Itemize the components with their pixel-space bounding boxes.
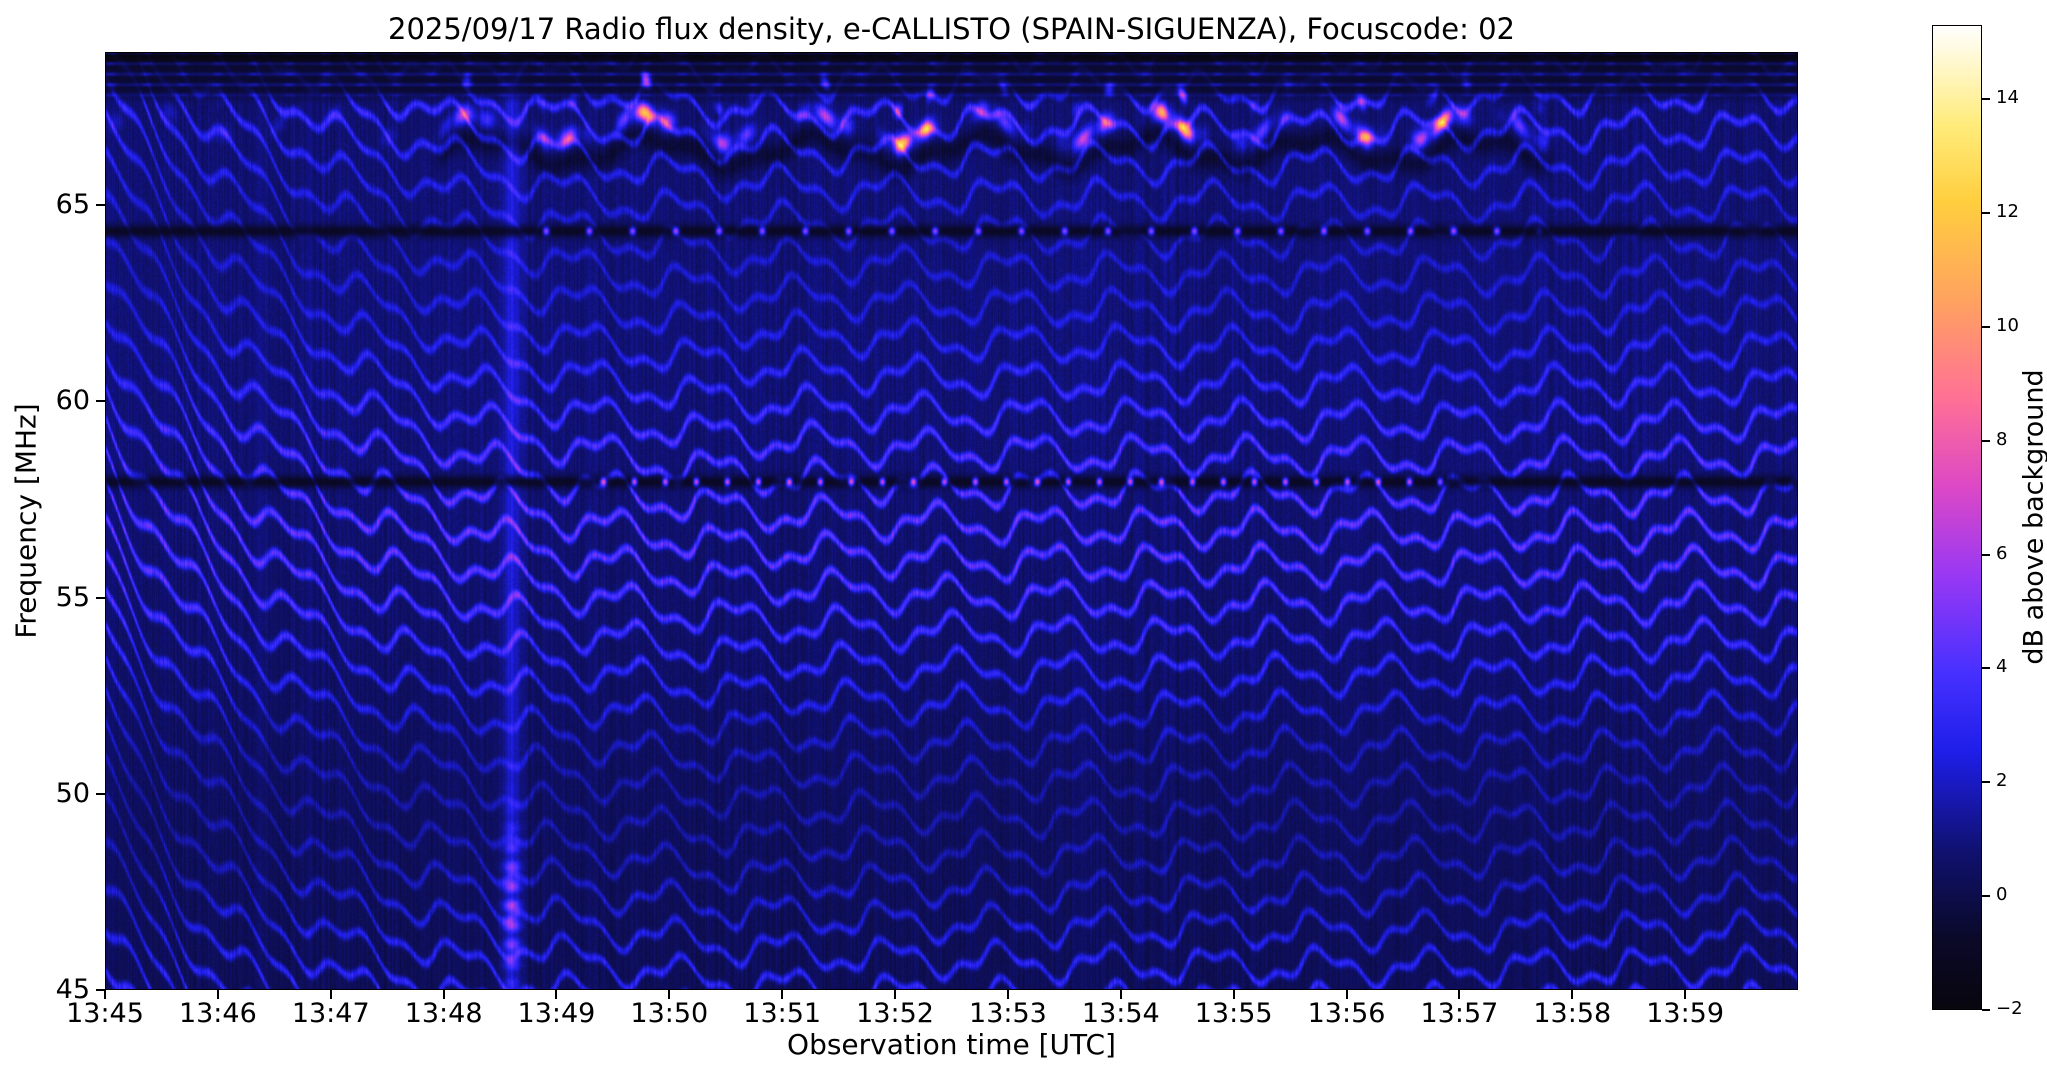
x-tick-label: 13:59 (1646, 998, 1725, 1029)
x-tick-label: 13:55 (1194, 998, 1273, 1029)
colorbar-tick-mark (1982, 211, 1990, 214)
x-axis-label: Observation time [UTC] (787, 1028, 1116, 1061)
colorbar-label: dB above background (2018, 369, 2047, 665)
y-tick-label: 50 (55, 777, 90, 809)
x-tick-label: 13:58 (1533, 998, 1612, 1029)
x-tick-label: 13:49 (517, 998, 596, 1029)
colorbar-tick-mark (1982, 895, 1990, 898)
x-tick-label: 13:46 (178, 998, 257, 1029)
x-tick-label: 13:47 (291, 998, 370, 1029)
x-tick-mark (781, 990, 784, 999)
x-tick-label: 13:52 (856, 998, 934, 1029)
colorbar-tick-mark (1982, 325, 1990, 328)
colorbar-tick-mark (1982, 553, 1990, 556)
x-tick-mark (442, 990, 445, 999)
colorbar-tick-mark (1982, 781, 1990, 784)
y-tick-mark (96, 989, 105, 991)
colorbar-tick-label: 14 (1996, 87, 2019, 109)
x-tick-mark (668, 990, 671, 999)
x-tick-label: 13:48 (404, 998, 483, 1029)
x-tick-mark (329, 990, 332, 999)
x-tick-mark (1458, 990, 1461, 999)
spectrogram-canvas (106, 53, 1797, 989)
x-tick-mark (894, 990, 897, 999)
colorbar-tick-label: −2 (1996, 998, 2023, 1019)
y-tick-label: 45 (55, 974, 90, 1005)
y-tick-label: 65 (55, 189, 90, 221)
colorbar-tick-label: 2 (1996, 770, 2008, 792)
colorbar-tick-label: 8 (1996, 428, 2008, 450)
colorbar-tick-mark (1982, 667, 1990, 670)
x-tick-label: 13:51 (743, 998, 822, 1029)
x-tick-label: 13:53 (969, 998, 1047, 1029)
y-tick-mark (96, 792, 105, 795)
x-tick-label: 13:57 (1420, 998, 1499, 1029)
x-tick-mark (1119, 990, 1122, 999)
colorbar-tick-label: 4 (1996, 656, 2008, 678)
colorbar-canvas (1933, 26, 1981, 1009)
x-tick-label: 13:45 (66, 998, 144, 1029)
colorbar-tick-label: 10 (1996, 314, 2019, 336)
x-tick-mark (1345, 990, 1348, 999)
x-tick-mark (104, 990, 106, 999)
x-tick-label: 13:56 (1307, 998, 1386, 1029)
y-tick-label: 60 (55, 385, 90, 417)
x-tick-mark (1571, 990, 1574, 999)
colorbar-tick-label: 6 (1996, 542, 2008, 564)
y-tick-mark (96, 400, 105, 403)
x-tick-mark (1684, 990, 1687, 999)
colorbar-tick-mark (1982, 439, 1990, 442)
spectrogram-plot (105, 52, 1798, 990)
colorbar (1932, 25, 1982, 1010)
colorbar-tick-label: 12 (1996, 200, 2019, 222)
plot-title: 2025/09/17 Radio flux density, e-CALLIST… (388, 12, 1515, 46)
x-tick-mark (1006, 990, 1009, 999)
y-tick-label: 55 (55, 581, 90, 613)
y-tick-mark (96, 596, 105, 599)
colorbar-tick-label: 0 (1996, 884, 2008, 906)
colorbar-tick-mark (1982, 1009, 1990, 1011)
x-tick-mark (216, 990, 219, 999)
x-tick-mark (555, 990, 558, 999)
colorbar-tick-mark (1982, 98, 1990, 101)
x-tick-mark (1232, 990, 1235, 999)
x-tick-label: 13:54 (1081, 998, 1160, 1029)
x-tick-label: 13:50 (630, 998, 709, 1029)
y-tick-mark (96, 204, 105, 207)
